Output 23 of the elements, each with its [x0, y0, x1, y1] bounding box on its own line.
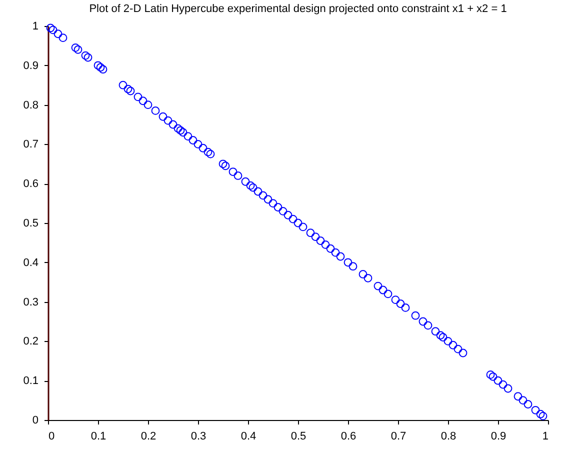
y-tick-label: 0.6 — [23, 178, 38, 190]
x-tick-label: 0 — [48, 430, 55, 442]
x-tick-label: 1 — [542, 430, 548, 442]
x-tick-label: 0.7 — [390, 430, 406, 442]
x-tick-label: 0.6 — [340, 430, 356, 442]
y-tick-label: 0.1 — [23, 375, 38, 388]
x-tick-label: 0.8 — [440, 430, 456, 442]
y-tick-label: 0.7 — [23, 138, 38, 151]
x-tick-label: 0.3 — [190, 430, 206, 442]
y-tick-label: 0 — [32, 414, 38, 426]
x-tick-label: 0.4 — [240, 430, 256, 442]
y-tick-label: 0.5 — [23, 218, 38, 230]
chart-title: Plot of 2-D Latin Hypercube experimental design projected onto constraint x1 + x2 = 1 — [89, 3, 507, 15]
y-tick-label: 0.4 — [23, 256, 38, 269]
x-tick-label: 0.5 — [290, 430, 306, 442]
x-tick-label: 0.1 — [90, 430, 106, 442]
y-tick-label: 0.9 — [23, 60, 38, 72]
x-tick-label: 0.2 — [140, 430, 156, 442]
y-tick-label: 0.3 — [23, 296, 38, 308]
y-tick-label: 0.8 — [23, 99, 38, 112]
y-tick-label: 1 — [32, 20, 38, 32]
x-tick-label: 0.9 — [490, 430, 506, 442]
y-tick-label: 0.2 — [23, 336, 38, 348]
